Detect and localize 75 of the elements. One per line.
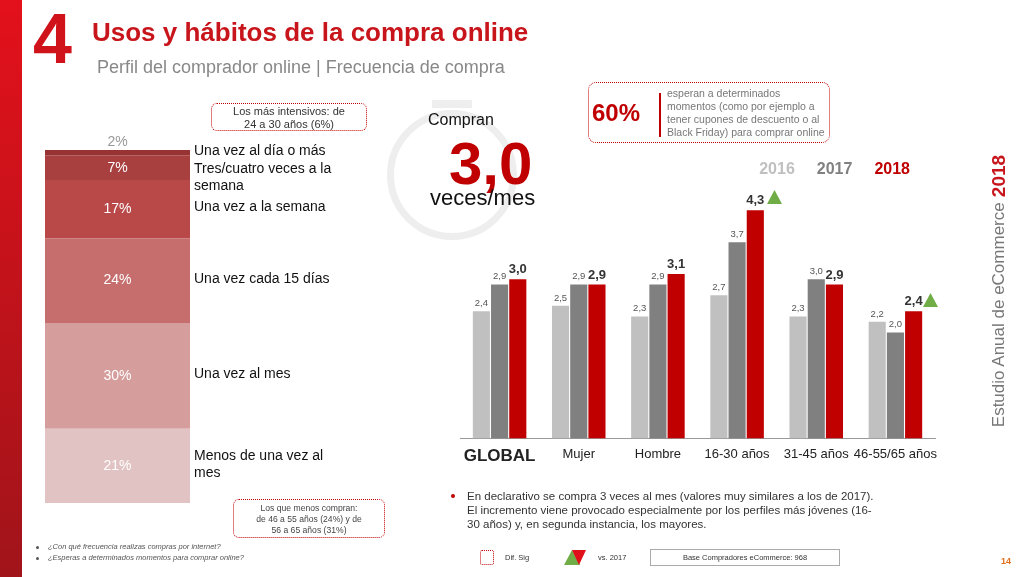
bar: [868, 321, 886, 439]
bar: [472, 311, 490, 439]
data-label: 2,4: [474, 297, 488, 309]
bar: [886, 332, 904, 439]
data-label: 2,4: [904, 293, 924, 309]
x-tick-label: 16-30 años: [704, 445, 771, 461]
data-label: 2,3: [633, 302, 647, 314]
bar: [746, 210, 764, 439]
data-label: 30%: [103, 366, 132, 383]
series-label: Una vez cada 15 días: [194, 269, 330, 286]
series-label: Tres/cuatro veces a la semana: [194, 160, 332, 194]
data-label: 3,7: [730, 228, 744, 239]
data-label: 2,9: [572, 270, 586, 282]
data-label: 3,0: [508, 261, 527, 277]
text: 2016: [759, 160, 795, 178]
bar: [491, 284, 509, 439]
bar: [905, 311, 923, 439]
data-label: 2,2: [870, 307, 884, 319]
data-label: 2,9: [651, 270, 665, 282]
bar: [631, 316, 649, 439]
bar: [45, 180, 190, 239]
data-label: 2,5: [553, 291, 568, 303]
data-label: 3,1: [667, 256, 686, 272]
series-label: Una vez al día o más: [194, 142, 326, 159]
x-tick-label: Hombre: [634, 445, 682, 461]
data-label: 2,9: [492, 270, 507, 282]
series-label: Una vez al mes: [194, 365, 291, 382]
text: Los más intensivos: de 24 a 30 años (6%): [232, 105, 346, 131]
data-label: 2,0: [888, 318, 903, 330]
text: Perfil del comprador online | Frecuencia de compra: [97, 57, 505, 78]
bar: [45, 155, 190, 181]
bar: [588, 284, 606, 439]
data-label: 2,7: [712, 281, 726, 293]
text: En declarativo se compra 3 veces al mes (valores muy similares a los de 2017). El incremento viene provocado especialmente por los perfiles más jóvenes (16-30 años) y, en segunda instancia, los mayores.: [467, 489, 875, 531]
text: 2018: [988, 155, 1009, 198]
bar: [825, 284, 844, 439]
text: 2017: [816, 160, 853, 178]
text: 60%: [592, 99, 641, 127]
x-tick-label: GLOBAL: [463, 446, 536, 466]
text: Usos y hábitos de la compra online: [92, 17, 529, 48]
bar: [789, 316, 807, 439]
bar: [45, 428, 190, 503]
bar: [551, 305, 570, 439]
bar: [667, 273, 685, 439]
data-label: 21%: [103, 456, 132, 473]
text: Compran: [428, 111, 494, 129]
series-label: Menos de una vez al mes: [194, 446, 324, 480]
text: 4: [33, 0, 72, 78]
data-label: 3,0: [809, 265, 823, 277]
text: 2018: [874, 160, 910, 178]
data-label: 2,3: [791, 302, 805, 314]
bar: [649, 284, 667, 439]
bar: [728, 242, 746, 439]
text: Los que menos compran: de 46 a 55 años (24%) y de 56 a 65 años (31%): [255, 503, 363, 536]
x-tick-label: 31-45 años: [783, 445, 850, 461]
data-label: 24%: [103, 271, 132, 288]
data-label: 4,3: [746, 192, 765, 208]
bar: [45, 238, 190, 323]
text: 14: [1001, 556, 1012, 566]
bar: [509, 279, 527, 439]
text: Estudio Anual de eCommerce: [989, 202, 1008, 428]
bar: [710, 295, 728, 439]
series-label: Una vez a la semana: [194, 198, 326, 215]
bar: [45, 150, 190, 156]
x-tick-label: Mujer: [562, 445, 596, 461]
data-label: 2,9: [587, 266, 606, 282]
data-label: 2%: [107, 132, 128, 149]
text: esperan a determinados momentos (como por ejemplo a tener cupones de descuento o al Black Friday) para comprar online: [667, 87, 826, 139]
bar: [570, 284, 588, 439]
bar: [807, 279, 825, 439]
data-label: 17%: [103, 199, 132, 216]
data-label: 2,9: [825, 266, 844, 282]
bar: [45, 322, 190, 429]
x-tick-label: 46-55/65 años: [853, 445, 938, 461]
data-label: 7%: [107, 158, 128, 175]
